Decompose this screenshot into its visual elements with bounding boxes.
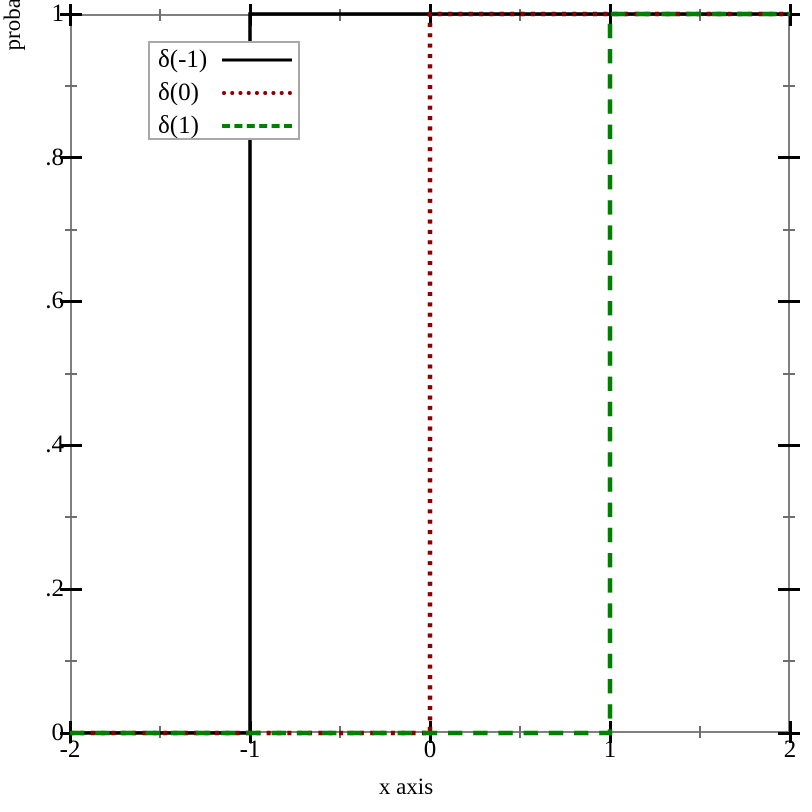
legend-entry-delta-1: δ(1) <box>150 109 298 142</box>
ytick-minor-right <box>783 660 795 663</box>
legend-label-delta-0: δ(0) <box>158 79 199 106</box>
ytick-major-right <box>778 156 800 160</box>
legend-sample-dashed-line <box>222 119 292 133</box>
xtick-label-0: -2 <box>59 736 81 763</box>
data-series-layer <box>70 11 790 736</box>
legend-sample-solid-line <box>222 53 292 67</box>
ytick-minor-right <box>783 84 795 87</box>
xtick-minor <box>699 726 701 738</box>
ytick-label-0: 0 <box>51 719 65 746</box>
legend: δ(-1) δ(0) δ(1) <box>148 41 300 140</box>
legend-entry-delta-0: δ(0) <box>150 76 298 109</box>
legend-label-delta-minus-1: δ(-1) <box>158 46 208 73</box>
ytick-major <box>60 443 82 447</box>
ytick-minor <box>65 516 77 519</box>
xtick-minor-top <box>159 9 161 21</box>
legend-sample-dotted-line <box>222 86 292 100</box>
ytick-major-right <box>778 587 800 591</box>
ytick-major-right <box>778 300 800 304</box>
ytick-major-right <box>778 731 800 735</box>
ytick-minor <box>65 660 77 663</box>
ytick-label-1: .2 <box>45 575 64 602</box>
xtick-label-1: -1 <box>239 736 261 763</box>
ytick-minor <box>65 84 77 87</box>
ytick-minor <box>65 228 77 231</box>
ytick-label-2: .4 <box>45 431 64 458</box>
ytick-major <box>60 587 82 591</box>
ytick-minor-right <box>783 516 795 519</box>
xtick-minor <box>519 726 521 738</box>
xtick-label-2: 0 <box>423 736 437 763</box>
legend-label-delta-1: δ(1) <box>158 112 199 139</box>
legend-entry-delta-minus-1: δ(-1) <box>150 43 298 76</box>
ytick-label-3: .6 <box>45 287 64 314</box>
x-axis-title: x axis <box>378 774 434 799</box>
xtick-label-4: 2 <box>783 736 797 763</box>
ytick-major <box>60 156 82 160</box>
ytick-label-4: .8 <box>45 144 64 171</box>
plot-area: δ(-1) δ(0) δ(1) <box>60 4 800 743</box>
ytick-minor-right <box>783 372 795 375</box>
ytick-minor-right <box>783 228 795 231</box>
ytick-major <box>60 300 82 304</box>
series-line <box>70 11 790 736</box>
ytick-minor <box>65 372 77 375</box>
ytick-major-right <box>778 443 800 447</box>
xtick-label-3: 1 <box>603 736 617 763</box>
ytick-label-5: 1 <box>51 0 65 27</box>
y-axis-title: probability <box>0 0 25 51</box>
ytick-major <box>60 12 82 16</box>
